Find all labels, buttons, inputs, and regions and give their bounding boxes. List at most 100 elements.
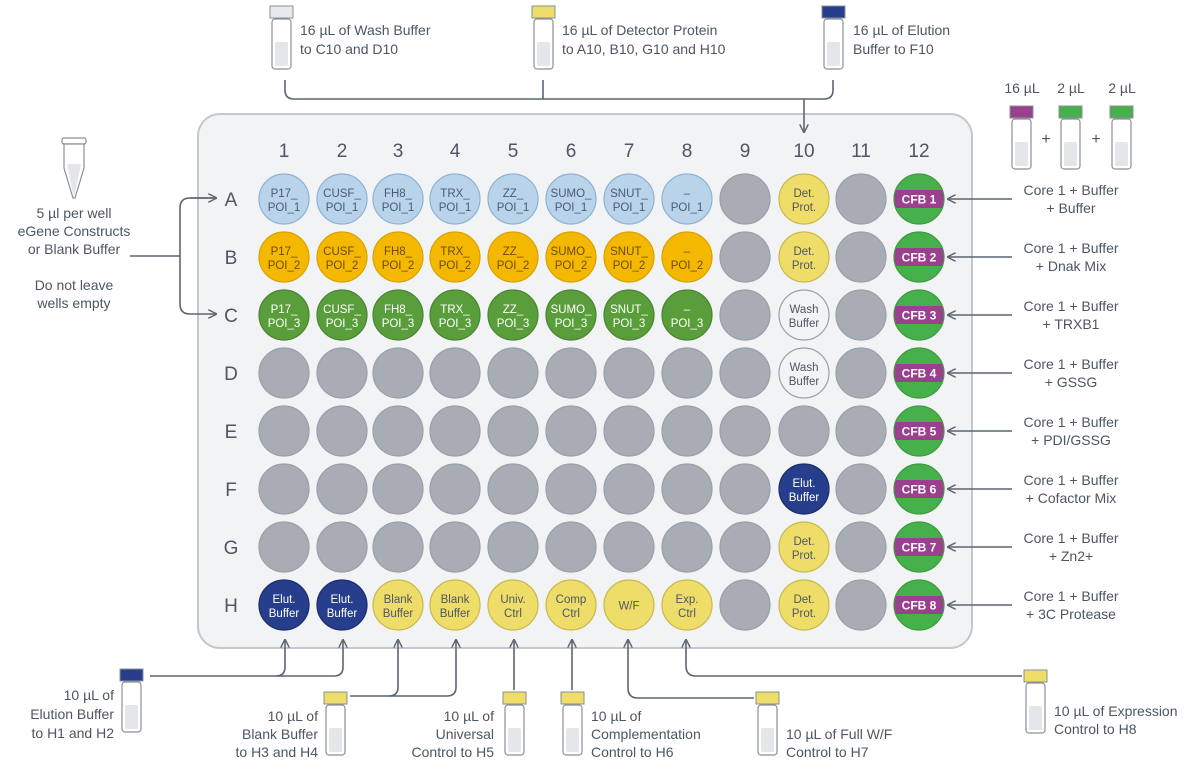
well-label: POI_1 xyxy=(382,202,415,214)
well-G11 xyxy=(835,521,887,573)
well-label: P17_ xyxy=(271,188,298,200)
well-G8 xyxy=(661,521,713,573)
right-header: 16 µL 2 µL 2 µL + + xyxy=(1004,80,1136,170)
well-label: POI_3 xyxy=(671,318,704,330)
column-header: 8 xyxy=(682,141,693,162)
amount-label: 2 µL xyxy=(1108,80,1136,96)
row-header: E xyxy=(225,422,238,443)
well-B5: ZZ_ POI_2 xyxy=(487,231,539,283)
well-label: POI_2 xyxy=(613,260,646,272)
connector-fullwf xyxy=(628,640,754,699)
well-label: Buffer xyxy=(789,318,820,330)
bottom-annotation-line: Control to H6 xyxy=(591,744,674,760)
well-C10: Wash Buffer xyxy=(778,289,830,341)
bottom-annotation-line: 10 µL of Expression xyxy=(1054,703,1178,719)
top-annotation-line: 16 µL of Wash Buffer xyxy=(300,22,431,38)
bottom-annotation-universal: 10 µL of Universal Control to H5 xyxy=(412,691,527,760)
well-G9 xyxy=(719,521,771,573)
left-annotation-line: eGene Constructs xyxy=(18,223,131,239)
well-B3: FH8_ POI_2 xyxy=(372,231,424,283)
well-label: POI_1 xyxy=(497,202,530,214)
well-label: POI_1 xyxy=(555,202,588,214)
bottom-annotation-line: Elution Buffer xyxy=(30,706,114,722)
well-B8: – POI_2 xyxy=(661,231,713,283)
well-D5 xyxy=(487,347,539,399)
well-E9 xyxy=(719,405,771,457)
bottom-annotation-line: to H1 and H2 xyxy=(32,725,115,741)
well-E5 xyxy=(487,405,539,457)
tube-icon xyxy=(1023,669,1048,734)
well-F10: Elut. Buffer xyxy=(778,463,830,515)
bottom-annotation-line: Control to H5 xyxy=(412,744,495,760)
bottom-annotation-line: Complementation xyxy=(591,726,701,742)
well-label: POI_3 xyxy=(382,318,415,330)
well-label: TRX_ xyxy=(440,188,470,200)
well-label: POI_3 xyxy=(613,318,646,330)
well-label: Buffer xyxy=(789,492,820,504)
well-label: FH8_ xyxy=(384,188,413,200)
well-label: POI_1 xyxy=(268,202,301,214)
column-header: 3 xyxy=(393,141,404,162)
well-label: TRX_ xyxy=(440,304,470,316)
right-annotation-line: + Zn2+ xyxy=(1049,548,1093,564)
left-annotation: 5 µl per well eGene Constructs or Blank … xyxy=(18,137,131,311)
column-header: 6 xyxy=(566,141,577,162)
well-label: Det. xyxy=(793,594,814,606)
left-annotation-line: or Blank Buffer xyxy=(28,241,121,257)
well-label: CFB 8 xyxy=(902,599,937,613)
well-label: CFB 7 xyxy=(902,541,937,555)
well-G2 xyxy=(316,521,368,573)
bottom-annotation-line: 10 µL of xyxy=(64,687,114,703)
well-A1: P17_ POI_1 xyxy=(258,173,310,225)
bottom-annotation-fullwf: 10 µL of Full W/F Control to H7 xyxy=(755,691,892,760)
well-C4: TRX_ POI_3 xyxy=(429,289,481,341)
column-header: 7 xyxy=(624,141,635,162)
well-label: – xyxy=(684,188,691,200)
well-H10: Det. Prot. xyxy=(778,579,830,631)
tube-icon xyxy=(1109,105,1134,170)
well-label: POI_3 xyxy=(268,318,301,330)
well-label: POI_3 xyxy=(326,318,359,330)
well-label: POI_2 xyxy=(382,260,415,272)
well-label: Ctrl xyxy=(678,608,696,620)
well-F3 xyxy=(372,463,424,515)
well-E1 xyxy=(258,405,310,457)
well-label: CUSF_ xyxy=(323,188,361,200)
well-A5: ZZ_ POI_1 xyxy=(487,173,539,225)
right-annotation-cfb-4: Core 1 + Buffer + GSSG xyxy=(948,356,1119,390)
well-label: Ctrl xyxy=(504,608,522,620)
top-annotation-wash: 16 µL of Wash Buffer to C10 and D10 xyxy=(269,5,431,70)
well-label: Blank xyxy=(441,594,470,606)
right-annotation-cfb-3: Core 1 + Buffer + TRXB1 xyxy=(948,298,1119,332)
right-annotation-line: + GSSG xyxy=(1045,374,1098,390)
well-label: POI_1 xyxy=(613,202,646,214)
bottom-annotation-line: 10 µL of xyxy=(444,708,494,724)
well-label: P17_ xyxy=(271,246,298,258)
amount-label: 16 µL xyxy=(1004,80,1040,96)
right-annotation-cfb-7: Core 1 + Buffer + Zn2+ xyxy=(948,530,1119,564)
bottom-annotation-line: Control to H7 xyxy=(786,744,869,760)
top-annotation-detector: 16 µL of Detector Protein to A10, B10, G… xyxy=(531,5,726,70)
well-H9 xyxy=(719,579,771,631)
row-header: C xyxy=(224,306,238,327)
plus-sign: + xyxy=(1041,131,1050,148)
well-D6 xyxy=(545,347,597,399)
well-G7 xyxy=(603,521,655,573)
right-annotation-line: Core 1 + Buffer xyxy=(1023,356,1118,372)
well-C11 xyxy=(835,289,887,341)
right-annotation-line: Core 1 + Buffer xyxy=(1023,588,1118,604)
well-A9 xyxy=(719,173,771,225)
bottom-annotation-line: Control to H8 xyxy=(1054,721,1137,737)
tube-icon xyxy=(821,5,846,70)
well-label: Prot. xyxy=(792,260,816,272)
well-E10 xyxy=(778,405,830,457)
bottom-annotation-blank: 10 µL of Blank Buffer to H3 and H4 xyxy=(236,691,348,760)
well-B7: SNUT_ POI_2 xyxy=(603,231,655,283)
well-label: CFB 1 xyxy=(902,193,937,207)
well-E3 xyxy=(372,405,424,457)
well-A6: SUMO_ POI_1 xyxy=(545,173,597,225)
well-label: CFB 5 xyxy=(902,425,937,439)
top-annotation-line: to A10, B10, G10 and H10 xyxy=(562,41,726,57)
well-B11 xyxy=(835,231,887,283)
well-label: – xyxy=(684,304,691,316)
